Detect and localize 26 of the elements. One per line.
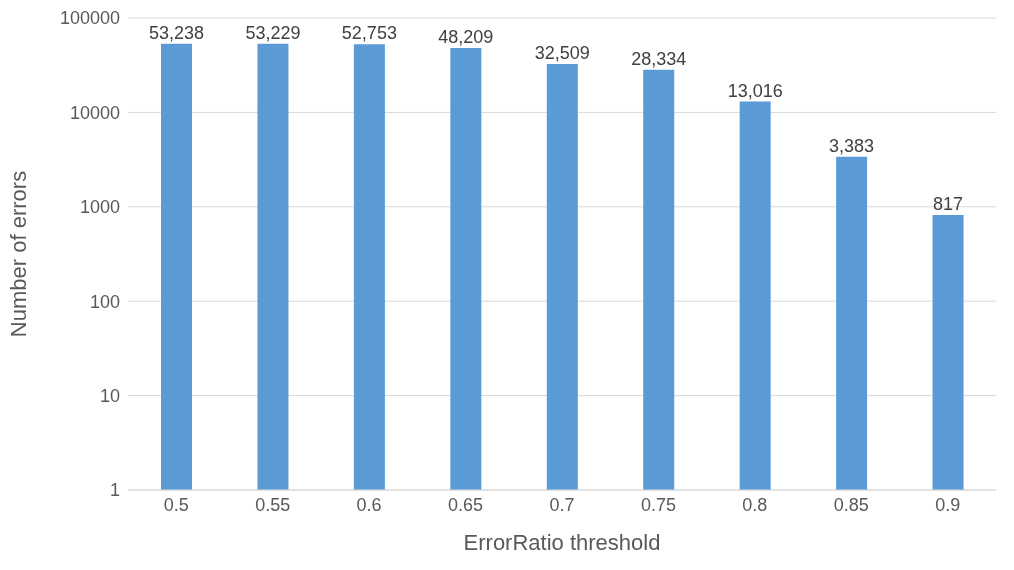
x-tick-label: 0.6 [356, 494, 382, 515]
x-tick-label: 0.9 [935, 494, 961, 515]
data-label: 28,334 [631, 48, 687, 69]
x-tick-label: 0.8 [742, 494, 768, 515]
data-label: 817 [933, 194, 964, 215]
y-tick-label: 1 [109, 480, 120, 501]
y-tick-label: 1000 [79, 197, 120, 218]
y-tick-label: 100 [89, 291, 120, 312]
data-label: 48,209 [438, 26, 494, 47]
x-tick-label: 0.55 [255, 494, 291, 515]
data-label: 3,383 [829, 135, 875, 156]
x-tick-label: 0.65 [448, 494, 484, 515]
data-label: 52,753 [341, 23, 397, 44]
x-tick-label: 0.85 [833, 494, 869, 515]
y-tick-label: 10000 [69, 102, 120, 123]
data-label: 53,229 [245, 22, 301, 43]
data-label: 13,016 [727, 80, 783, 101]
y-tick-label: 10 [99, 385, 120, 406]
x-tick-label: 0.75 [640, 494, 676, 515]
y-tick-label: 100000 [59, 8, 120, 29]
data-label: 53,238 [148, 22, 205, 43]
data-label: 32,509 [534, 43, 590, 64]
x-tick-label: 0.5 [163, 494, 189, 515]
x-axis-title: ErrorRatio threshold [463, 530, 661, 555]
y-axis-title: Number of errors [5, 170, 31, 338]
x-tick-label: 0.7 [549, 494, 575, 515]
